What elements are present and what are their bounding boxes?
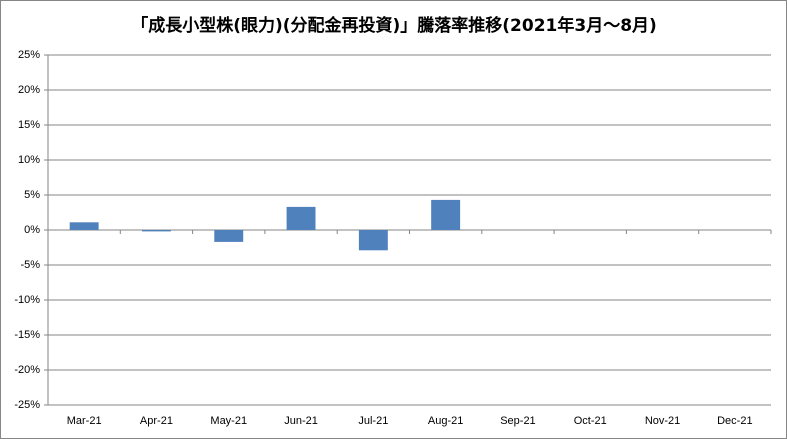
x-tick-label: Sep-21	[500, 415, 535, 427]
y-tick-label: 0%	[24, 224, 40, 236]
y-tick-label: -20%	[14, 364, 40, 376]
x-tick-label: Jun-21	[284, 415, 318, 427]
y-tick-label: -5%	[20, 259, 40, 271]
bar	[286, 206, 316, 230]
x-tick-label: Mar-21	[67, 415, 102, 427]
y-tick-label: -25%	[14, 399, 40, 411]
bar	[214, 230, 244, 242]
bar	[431, 199, 461, 230]
x-tick-label: Jul-21	[358, 415, 388, 427]
x-tick-label: May-21	[210, 415, 247, 427]
y-tick-label: 15%	[18, 119, 40, 131]
bar	[358, 230, 388, 251]
bar	[69, 222, 99, 230]
y-tick-label: 25%	[18, 49, 40, 61]
y-tick-label: -10%	[14, 294, 40, 306]
y-tick-label: 10%	[18, 154, 40, 166]
x-tick-label: Nov-21	[645, 415, 680, 427]
chart-title: 「成長小型株(眼力)(分配金再投資)」騰落率推移(2021年3月～8月)	[131, 15, 657, 36]
x-tick-label: Dec-21	[717, 415, 752, 427]
y-tick-label: 20%	[18, 84, 40, 96]
x-tick-label: Apr-21	[140, 415, 173, 427]
y-tick-label: -15%	[14, 329, 40, 341]
y-tick-label: 5%	[24, 189, 40, 201]
bar	[141, 230, 171, 232]
x-tick-label: Oct-21	[574, 415, 607, 427]
x-tick-label: Aug-21	[428, 415, 463, 427]
